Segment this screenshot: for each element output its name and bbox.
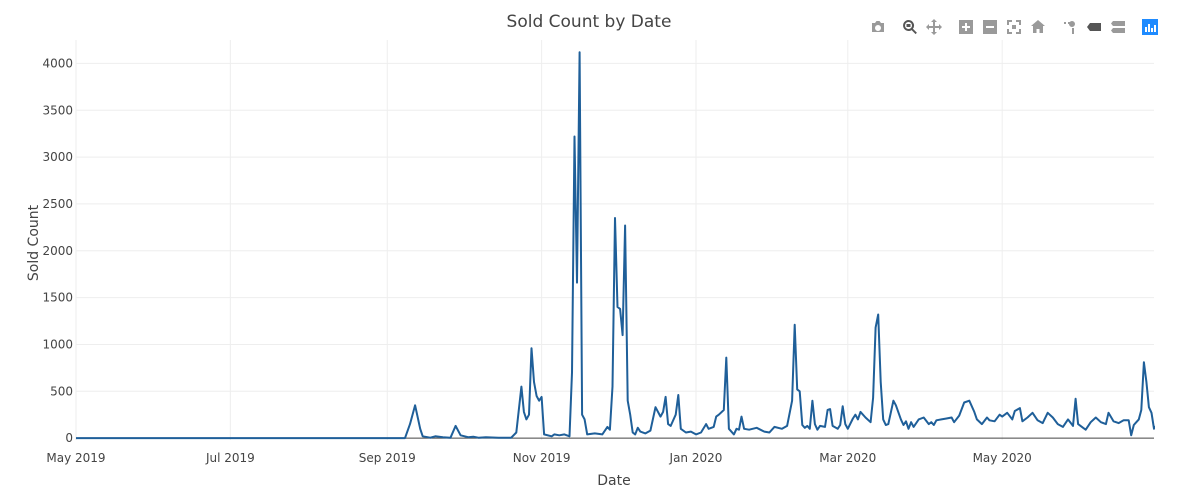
sold-count-series-line[interactable]: [76, 51, 1155, 440]
gridlines: [75, 40, 1154, 440]
y-tick-label: 3500: [42, 103, 73, 117]
chart-title: Sold Count by Date: [507, 12, 672, 32]
zoom-out-icon: [983, 20, 997, 34]
hover-closest-icon: [1087, 23, 1101, 31]
hover-closest-button[interactable]: [1082, 15, 1106, 39]
y-tick-label: 3000: [42, 150, 73, 164]
zoom-in-icon: [959, 20, 973, 34]
plotly-logo-icon: [1142, 19, 1158, 35]
x-axis-ticks: May 2019 Jul 2019 Sep 2019 Nov 2019 Jan 2020…: [46, 451, 1031, 465]
pan-icon: [926, 19, 942, 35]
y-tick-label: 4000: [42, 56, 73, 70]
autoscale-button[interactable]: [1002, 15, 1026, 39]
home-icon: [1031, 20, 1045, 33]
x-tick-label: Mar 2020: [819, 451, 876, 465]
y-tick-label: 1500: [42, 291, 73, 305]
spike-lines-icon: [1064, 21, 1075, 34]
plotly-logo-button[interactable]: [1138, 15, 1162, 39]
zoom-out-button[interactable]: [978, 15, 1002, 39]
x-axis-title: Date: [597, 473, 630, 489]
modebar: [866, 14, 1162, 40]
reset-axes-button[interactable]: [1026, 15, 1050, 39]
x-tick-label: Nov 2019: [513, 451, 571, 465]
x-tick-label: Jan 2020: [669, 451, 723, 465]
spike-lines-button[interactable]: [1058, 15, 1082, 39]
camera-icon: [872, 21, 884, 32]
autoscale-icon: [1007, 20, 1021, 34]
zoom-button[interactable]: [898, 15, 922, 39]
hover-compare-button[interactable]: [1106, 15, 1130, 39]
y-tick-label: 2500: [42, 197, 73, 211]
zoom-in-button[interactable]: [954, 15, 978, 39]
y-axis-ticks: 0 500 1000 1500 2000 2500 3000 3500 4000: [42, 56, 73, 445]
y-tick-label: 500: [50, 384, 73, 398]
hover-compare-icon: [1111, 21, 1125, 33]
y-tick-label: 2000: [42, 244, 73, 258]
x-tick-label: Jul 2019: [205, 451, 255, 465]
zoom-icon: [903, 20, 917, 35]
x-tick-label: May 2020: [973, 451, 1032, 465]
y-axis-title: Sold Count: [26, 204, 42, 281]
x-tick-label: Sep 2019: [359, 451, 416, 465]
pan-button[interactable]: [922, 15, 946, 39]
y-tick-label: 0: [65, 431, 73, 445]
y-tick-label: 1000: [42, 337, 73, 351]
x-tick-label: May 2019: [46, 451, 105, 465]
download-png-button[interactable]: [866, 15, 890, 39]
